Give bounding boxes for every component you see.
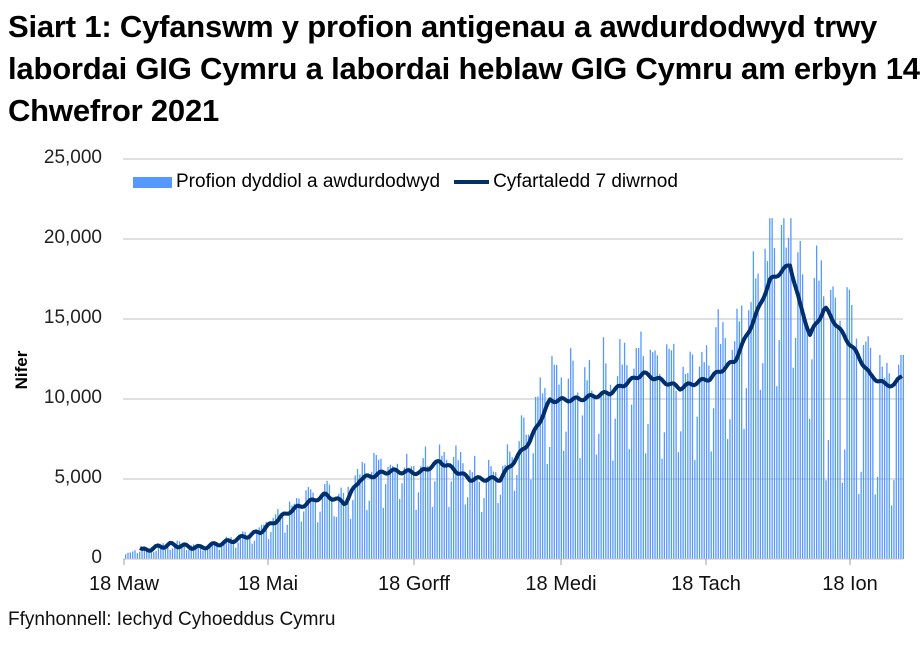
x-tick-18-mai: 18 Mai [237, 573, 299, 595]
legend-line-swatch [454, 180, 490, 184]
x-tick-18-medi: 18 Medi [525, 573, 597, 595]
x-tick-18-maw: 18 Maw [88, 573, 160, 595]
x-axis [123, 558, 903, 565]
x-tick-18-gorff: 18 Gorff [378, 573, 450, 595]
legend-bars-label: Profion dyddiol a awdurdodwyd [176, 171, 441, 192]
chart-title: Siart 1: Cyfanswm y profion antigenau a … [8, 9, 920, 128]
chart-legend: Profion dyddiol a awdurdodwyd Cyfartaled… [133, 171, 678, 193]
daily-bars [125, 218, 904, 560]
source-note: Ffynhonnell: Iechyd Cyhoeddus Cymru [8, 609, 336, 630]
y-tick-5000: 5,000 [54, 467, 102, 488]
legend-bar-swatch [133, 176, 172, 188]
gridlines [123, 158, 903, 480]
legend-line-label: Cyfartaledd 7 diwrnod [493, 171, 678, 192]
x-tick-18-tach: 18 Tach [671, 573, 741, 595]
y-tick-15000: 15,000 [43, 307, 102, 328]
y-tick-25000: 25,000 [43, 147, 102, 168]
y-axis-label: Nifer [12, 350, 31, 390]
y-tick-10000: 10,000 [43, 387, 102, 408]
y-tick-0: 0 [91, 547, 102, 568]
x-tick-18-ion: 18 Ion [822, 573, 878, 595]
y-tick-20000: 20,000 [43, 227, 102, 248]
seven-day-average-line [139, 263, 903, 553]
